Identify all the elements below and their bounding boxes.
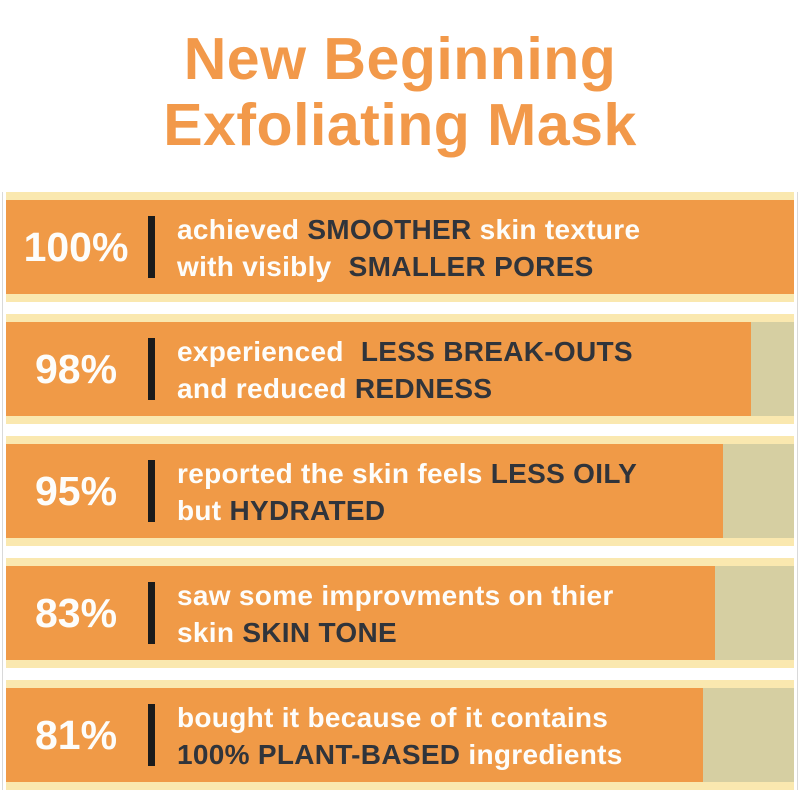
divider-line [148, 582, 155, 645]
bar-row: 95% reported the skin feels LESS OILY but… [6, 436, 794, 547]
bar-fill [6, 688, 704, 783]
bar-content: 95% reported the skin feels LESS OILY but… [6, 444, 794, 538]
bar-description: saw some improvments on thier skin SKIN T… [177, 575, 614, 651]
description-segment: ingredients [460, 739, 623, 771]
description-segment: with visibly [177, 251, 340, 283]
description-line: 100% PLANT-BASED ingredients [177, 736, 623, 773]
description-segment: skin [177, 617, 243, 649]
description-segment: but [177, 495, 230, 527]
bar-description: bought it because of it contains 100% PLA… [177, 697, 623, 773]
description-segment: reported the skin feels [177, 458, 491, 490]
bar-percent-label: 100% [23, 223, 129, 270]
bar-percent-label: 98% [34, 345, 118, 392]
description-segment: HYDRATED [229, 495, 386, 527]
bar-description: reported the skin feels LESS OILY but HYD… [177, 453, 637, 529]
description-segment: SKIN TONE [242, 617, 397, 649]
bar-content: 81% bought it because of it contains 100%… [6, 688, 794, 782]
description-segment: and reduced [177, 373, 355, 405]
description-line: with visibly SMALLER PORES [177, 248, 640, 285]
bar-content: 98% experienced LESS BREAK-OUTS and reduc… [6, 322, 794, 416]
bar-percent-label: 95% [34, 467, 118, 514]
divider-line [148, 338, 155, 401]
description-segment: SMALLER PORES [348, 251, 594, 283]
bar-row: 98% experienced LESS BREAK-OUTS and reduc… [6, 314, 794, 425]
description-segment: REDNESS [354, 373, 493, 405]
header: New Beginning Exfoliating Mask [0, 26, 800, 158]
description-segment: LESS OILY [490, 458, 638, 490]
bar-row: 83% saw some improvments on thier skin SK… [6, 558, 794, 669]
description-segment: achieved [177, 214, 308, 246]
bar-description: experienced LESS BREAK-OUTS and reduced R… [177, 331, 633, 407]
description-line: experienced LESS BREAK-OUTS [177, 333, 633, 370]
bar-percent-label: 81% [34, 711, 118, 758]
description-segment: LESS BREAK-OUTS [360, 336, 633, 368]
bar-content: 100% achieved SMOOTHER skin texture with … [6, 200, 794, 294]
bar-fill [6, 566, 716, 661]
description-line: saw some improvments on thier [177, 577, 614, 614]
description-line: bought it because of it contains [177, 699, 623, 736]
bar-fill [6, 200, 794, 295]
page-title-line1: New Beginning [183, 26, 617, 92]
description-segment: SMOOTHER [307, 214, 472, 246]
page-title-line2: Exfoliating Mask [163, 92, 637, 159]
description-segment: experienced [177, 336, 352, 368]
description-line: reported the skin feels LESS OILY [177, 455, 637, 492]
divider-line [148, 704, 155, 767]
bar-row: 81% bought it because of it contains 100%… [6, 680, 794, 791]
bar-description: achieved SMOOTHER skin texture with visib… [177, 209, 640, 285]
description-line: but HYDRATED [177, 492, 637, 529]
description-line: and reduced REDNESS [177, 370, 633, 407]
description-line: achieved SMOOTHER skin texture [177, 211, 640, 248]
bar-content: 83% saw some improvments on thier skin SK… [6, 566, 794, 660]
page-title: New Beginning Exfoliating Mask [0, 26, 800, 158]
bar-percent-label: 83% [34, 589, 118, 636]
bar-row: 100% achieved SMOOTHER skin texture with … [6, 192, 794, 303]
description-line: skin SKIN TONE [177, 614, 614, 651]
bar-fill [6, 322, 751, 417]
description-segment: 100% PLANT-BASED [177, 739, 461, 771]
bar-fill [6, 444, 724, 539]
divider-line [148, 216, 155, 279]
description-segment: skin texture [471, 214, 641, 246]
description-segment: saw some improvments on thier [177, 580, 614, 612]
stats-bar-chart: 100% achieved SMOOTHER skin texture with … [2, 192, 798, 791]
description-segment: bought it because of it contains [177, 702, 609, 734]
divider-line [148, 460, 155, 523]
